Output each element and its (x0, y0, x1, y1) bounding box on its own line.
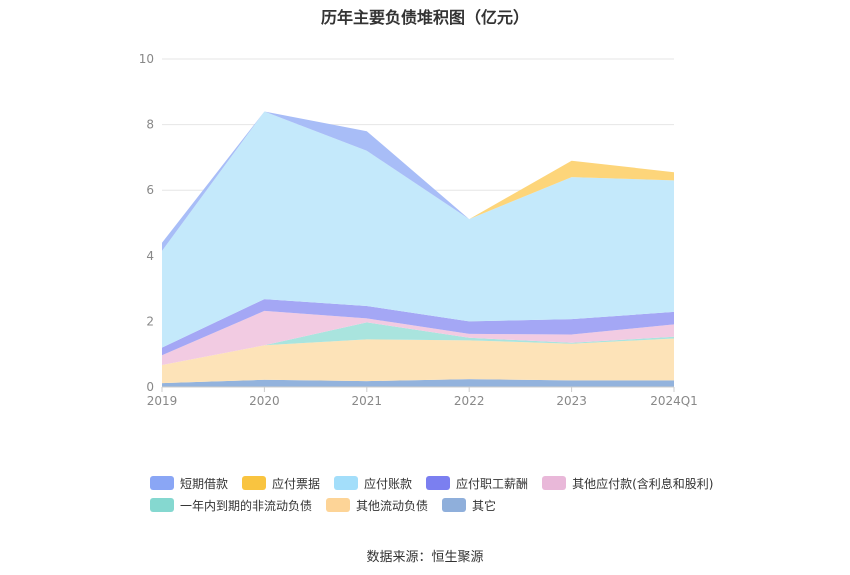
y-tick-label: 0 (146, 380, 154, 394)
legend-swatch (442, 498, 467, 512)
legend-swatch (242, 476, 267, 490)
area-2 (162, 338, 674, 384)
x-tick-label: 2023 (556, 394, 587, 408)
legend-item[interactable]: 应付职工薪酬 (426, 475, 528, 492)
legend-item[interactable]: 短期借款 (150, 475, 228, 492)
y-tick-label: 10 (139, 52, 154, 66)
legend-item[interactable]: 其他流动负债 (326, 497, 428, 514)
legend-label: 一年内到期的非流动负债 (180, 498, 313, 513)
legend-item[interactable]: 应付票据 (242, 475, 320, 492)
area-8 (162, 111, 674, 251)
y-tick-label: 2 (146, 314, 154, 328)
area-1 (162, 379, 674, 387)
stacked-area-chart: 0 2 4 6 8 10 2019 2020 2021 2022 2023 2024Q1 (139, 52, 698, 408)
area-3 (162, 322, 674, 365)
x-tick-label: 2020 (249, 394, 280, 408)
legend-label: 应付票据 (272, 476, 321, 491)
legend-swatch (426, 476, 451, 490)
x-tick-label: 2022 (454, 394, 485, 408)
legend-swatch (542, 476, 567, 490)
area-4 (162, 310, 674, 365)
y-tick-label: 8 (146, 118, 154, 132)
legend: 短期借款 应付票据 应付账款 应付职工薪酬 其他应付款(含利息和股利) 一年内到期的非流… (150, 472, 750, 516)
legend-label: 应付账款 (364, 476, 413, 491)
chart-title: 历年主要负债堆积图（亿元） (320, 8, 529, 27)
legend-label: 其它 (472, 498, 497, 513)
axes: 0 2 4 6 8 10 2019 2020 2021 2022 2023 2024Q1 (139, 52, 698, 408)
legend-label: 其他应付款(含利息和股利) (572, 476, 714, 491)
legend-swatch (334, 476, 359, 490)
y-tick-label: 6 (146, 183, 154, 197)
legend-row: 短期借款 应付票据 应付账款 应付职工薪酬 其他应付款(含利息和股利) (150, 472, 750, 494)
area-6 (162, 111, 674, 348)
y-tick-label: 4 (146, 249, 154, 263)
x-tick-label: 2021 (352, 394, 383, 408)
area-5 (162, 299, 674, 356)
legend-swatch (150, 476, 174, 490)
legend-row: 一年内到期的非流动负债 其他流动负债 其它 (150, 494, 750, 516)
legend-swatch (326, 498, 351, 512)
legend-item[interactable]: 一年内到期的非流动负债 (150, 497, 312, 514)
legend-item[interactable]: 应付账款 (334, 475, 412, 492)
legend-label: 短期借款 (180, 476, 229, 491)
x-tick-label: 2019 (147, 394, 178, 408)
data-source: 数据来源：恒生聚源 (366, 550, 484, 565)
x-tick-label: 2024Q1 (650, 394, 698, 408)
legend-item[interactable]: 其他应付款(含利息和股利) (542, 475, 713, 492)
legend-swatch (150, 498, 174, 512)
legend-label: 其他流动负债 (356, 498, 429, 513)
area-series (162, 111, 674, 387)
legend-label: 应付职工薪酬 (456, 476, 529, 491)
legend-item[interactable]: 其它 (442, 497, 496, 514)
